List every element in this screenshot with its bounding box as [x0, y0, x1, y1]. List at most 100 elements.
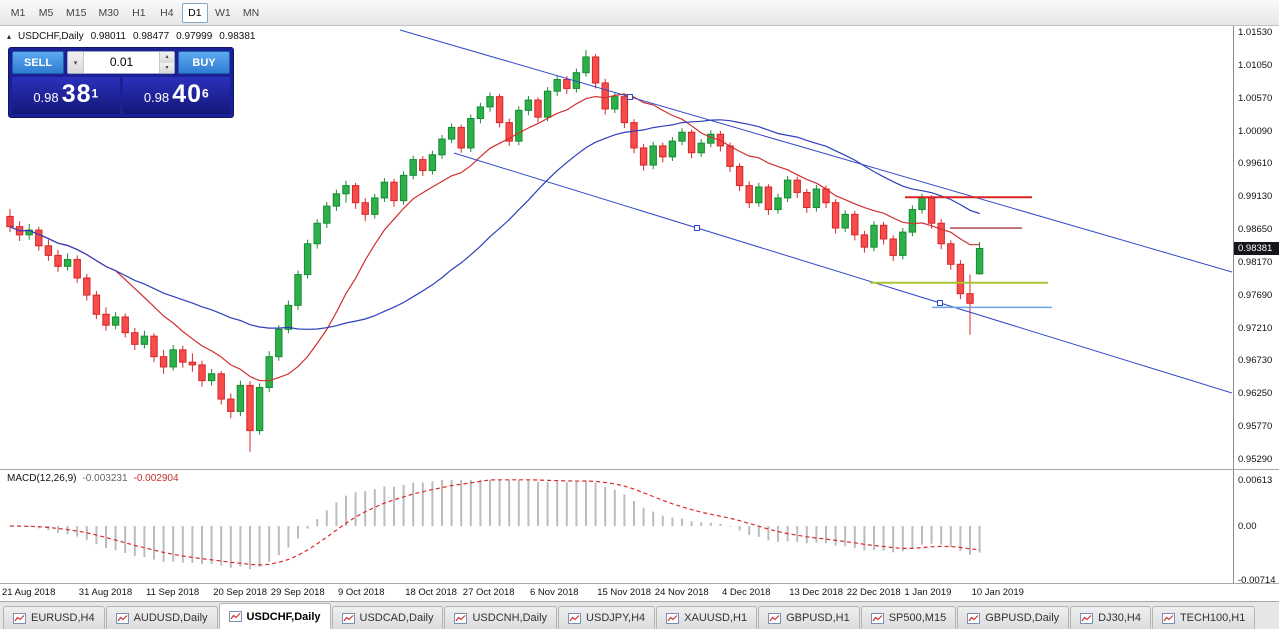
chart-tab-eurusd-h4[interactable]: EURUSD,H4 — [3, 606, 105, 629]
chart-tab-usdcad-daily[interactable]: USDCAD,Daily — [331, 606, 444, 629]
macd-histogram-bar — [959, 526, 962, 552]
macd-histogram-bar — [28, 526, 31, 527]
chart-tab-sp500-m15[interactable]: SP500,M15 — [860, 606, 957, 629]
macd-histogram-bar — [853, 526, 856, 549]
timeframe-button-h4[interactable]: H4 — [154, 3, 180, 23]
macd-histogram-bar — [748, 526, 751, 535]
macd-label: MACD(12,26,9) — [7, 473, 77, 484]
candle-body — [73, 259, 81, 279]
price-axis[interactable]: 0.98381 1.01530 1.01050 1.00570 1.00090 0.99… — [1233, 26, 1279, 586]
buy-button[interactable]: BUY — [178, 51, 230, 74]
macd-histogram-bar — [498, 479, 501, 526]
macd-histogram-bar — [335, 502, 338, 526]
candle-body — [601, 82, 609, 110]
candle-body — [879, 224, 888, 240]
macd-histogram-bar — [623, 494, 626, 526]
candle-body — [486, 96, 494, 108]
bid-price-base: 0.98 — [33, 90, 59, 105]
chart-tab-audusd-daily[interactable]: AUDUSD,Daily — [105, 606, 218, 629]
chart-macd-separator[interactable] — [0, 469, 1279, 470]
candle-body — [102, 313, 110, 326]
macd-signal-line — [9, 479, 980, 566]
ask-price-display[interactable]: 0.98 406 — [122, 77, 230, 114]
chart-tab-icon — [1080, 612, 1094, 624]
candle-body — [851, 213, 859, 236]
macd-histogram-bar — [700, 522, 703, 526]
candle-body — [467, 118, 475, 149]
price-axis-label: 0.97210 — [1238, 322, 1273, 334]
candle-body — [697, 142, 705, 154]
macd-histogram-bar — [162, 526, 165, 562]
macd-histogram-bar — [268, 526, 271, 562]
timeframe-button-m30[interactable]: M30 — [93, 3, 123, 23]
chart-tab-gbpusd-h1[interactable]: GBPUSD,H1 — [758, 606, 860, 629]
chart-tab-usdjpy-h4[interactable]: USDJPY,H4 — [558, 606, 656, 629]
timeframe-button-m5[interactable]: M5 — [33, 3, 59, 23]
price-axis-label: 0.97690 — [1238, 289, 1273, 301]
candle-body — [937, 222, 945, 245]
chart-tab-gbpusd-daily[interactable]: GBPUSD,Daily — [957, 606, 1070, 629]
macd-histogram-bar — [709, 522, 712, 526]
candle-body — [246, 384, 254, 432]
timeframe-toolbar: M1 M5 M15 M30 H1 H4 D1 W1 MN — [0, 0, 1279, 26]
candle-body — [140, 335, 149, 345]
trendline-channel-upper[interactable] — [399, 29, 1232, 273]
candle-body — [83, 277, 91, 296]
timeframe-button-m15[interactable]: M15 — [61, 3, 91, 23]
timeframe-button-mn[interactable]: MN — [238, 3, 264, 23]
candle-body — [841, 213, 849, 229]
chart-tab-usdcnh-daily[interactable]: USDCNH,Daily — [444, 606, 558, 629]
candle-body — [179, 349, 187, 363]
chart-tab-label: GBPUSD,Daily — [985, 612, 1060, 624]
candle-body — [332, 193, 341, 207]
chart-symbol-label: USDCHF,Daily — [18, 31, 84, 42]
chart-tab-dj30-h4[interactable]: DJ30,H4 — [1070, 606, 1151, 629]
trendline-channel-lower[interactable] — [453, 152, 1232, 394]
volume-decrease-button[interactable]: ▾ — [160, 62, 174, 73]
chart-tab-tech100-h1[interactable]: TECH100,H1 — [1151, 606, 1256, 629]
volume-spinner: ▴ ▾ — [159, 52, 174, 73]
candle-body — [371, 197, 379, 215]
chart-tab-usdchf-daily[interactable]: USDCHF,Daily — [218, 603, 331, 629]
chart-collapse-icon[interactable]: ▴ — [7, 32, 12, 41]
volume-increase-button[interactable]: ▴ — [160, 52, 174, 63]
sell-button[interactable]: SELL — [12, 51, 64, 74]
chart-tab-xauusd-h1[interactable]: XAUUSD,H1 — [656, 606, 758, 629]
volume-input[interactable]: 0.01 — [84, 52, 159, 73]
date-axis[interactable]: 21 Aug 2018 31 Aug 2018 11 Sep 2018 20 Sep … — [0, 584, 1233, 601]
macd-histogram-bar — [172, 526, 175, 562]
volume-dropdown-button[interactable]: ▾ — [68, 52, 84, 73]
price-axis-label: 0.95770 — [1238, 421, 1273, 433]
candle-body — [918, 197, 926, 211]
date-axis-label: 20 Sep 2018 — [213, 587, 268, 598]
ask-price-base: 0.98 — [143, 90, 170, 105]
trendline-handle[interactable] — [694, 225, 700, 231]
candle-body — [265, 356, 273, 388]
macd-histogram-bar — [325, 510, 328, 526]
timeframe-button-h1[interactable]: H1 — [126, 3, 152, 23]
macd-histogram-bar — [671, 517, 674, 526]
macd-indicator-chart[interactable] — [0, 470, 1232, 583]
candle-body — [908, 209, 917, 233]
macd-histogram-bar — [767, 526, 770, 541]
timeframe-button-w1[interactable]: W1 — [210, 3, 236, 23]
date-axis-label: 18 Oct 2018 — [405, 587, 457, 598]
candle-body — [515, 109, 523, 142]
macd-histogram-bar — [57, 526, 59, 533]
bid-price-display[interactable]: 0.98 381 — [12, 77, 120, 114]
date-axis-label: 29 Sep 2018 — [270, 587, 325, 598]
candle-body — [812, 188, 821, 208]
chart-tab-icon — [228, 611, 242, 622]
timeframe-button-d1[interactable]: D1 — [181, 2, 208, 23]
trendline-handle[interactable] — [627, 94, 633, 100]
macd-histogram-bar — [690, 521, 693, 526]
macd-histogram-bar — [825, 526, 827, 544]
candle-body — [803, 191, 811, 208]
trendline-handle[interactable] — [937, 300, 943, 306]
ohlc-close-value: 0.98381 — [219, 31, 256, 42]
timeframe-button-m1[interactable]: M1 — [5, 3, 31, 23]
chart-tab-label: SP500,M15 — [888, 612, 947, 624]
candle-body — [342, 185, 350, 195]
candle-body — [956, 263, 965, 295]
macd-histogram-bar — [47, 526, 50, 531]
